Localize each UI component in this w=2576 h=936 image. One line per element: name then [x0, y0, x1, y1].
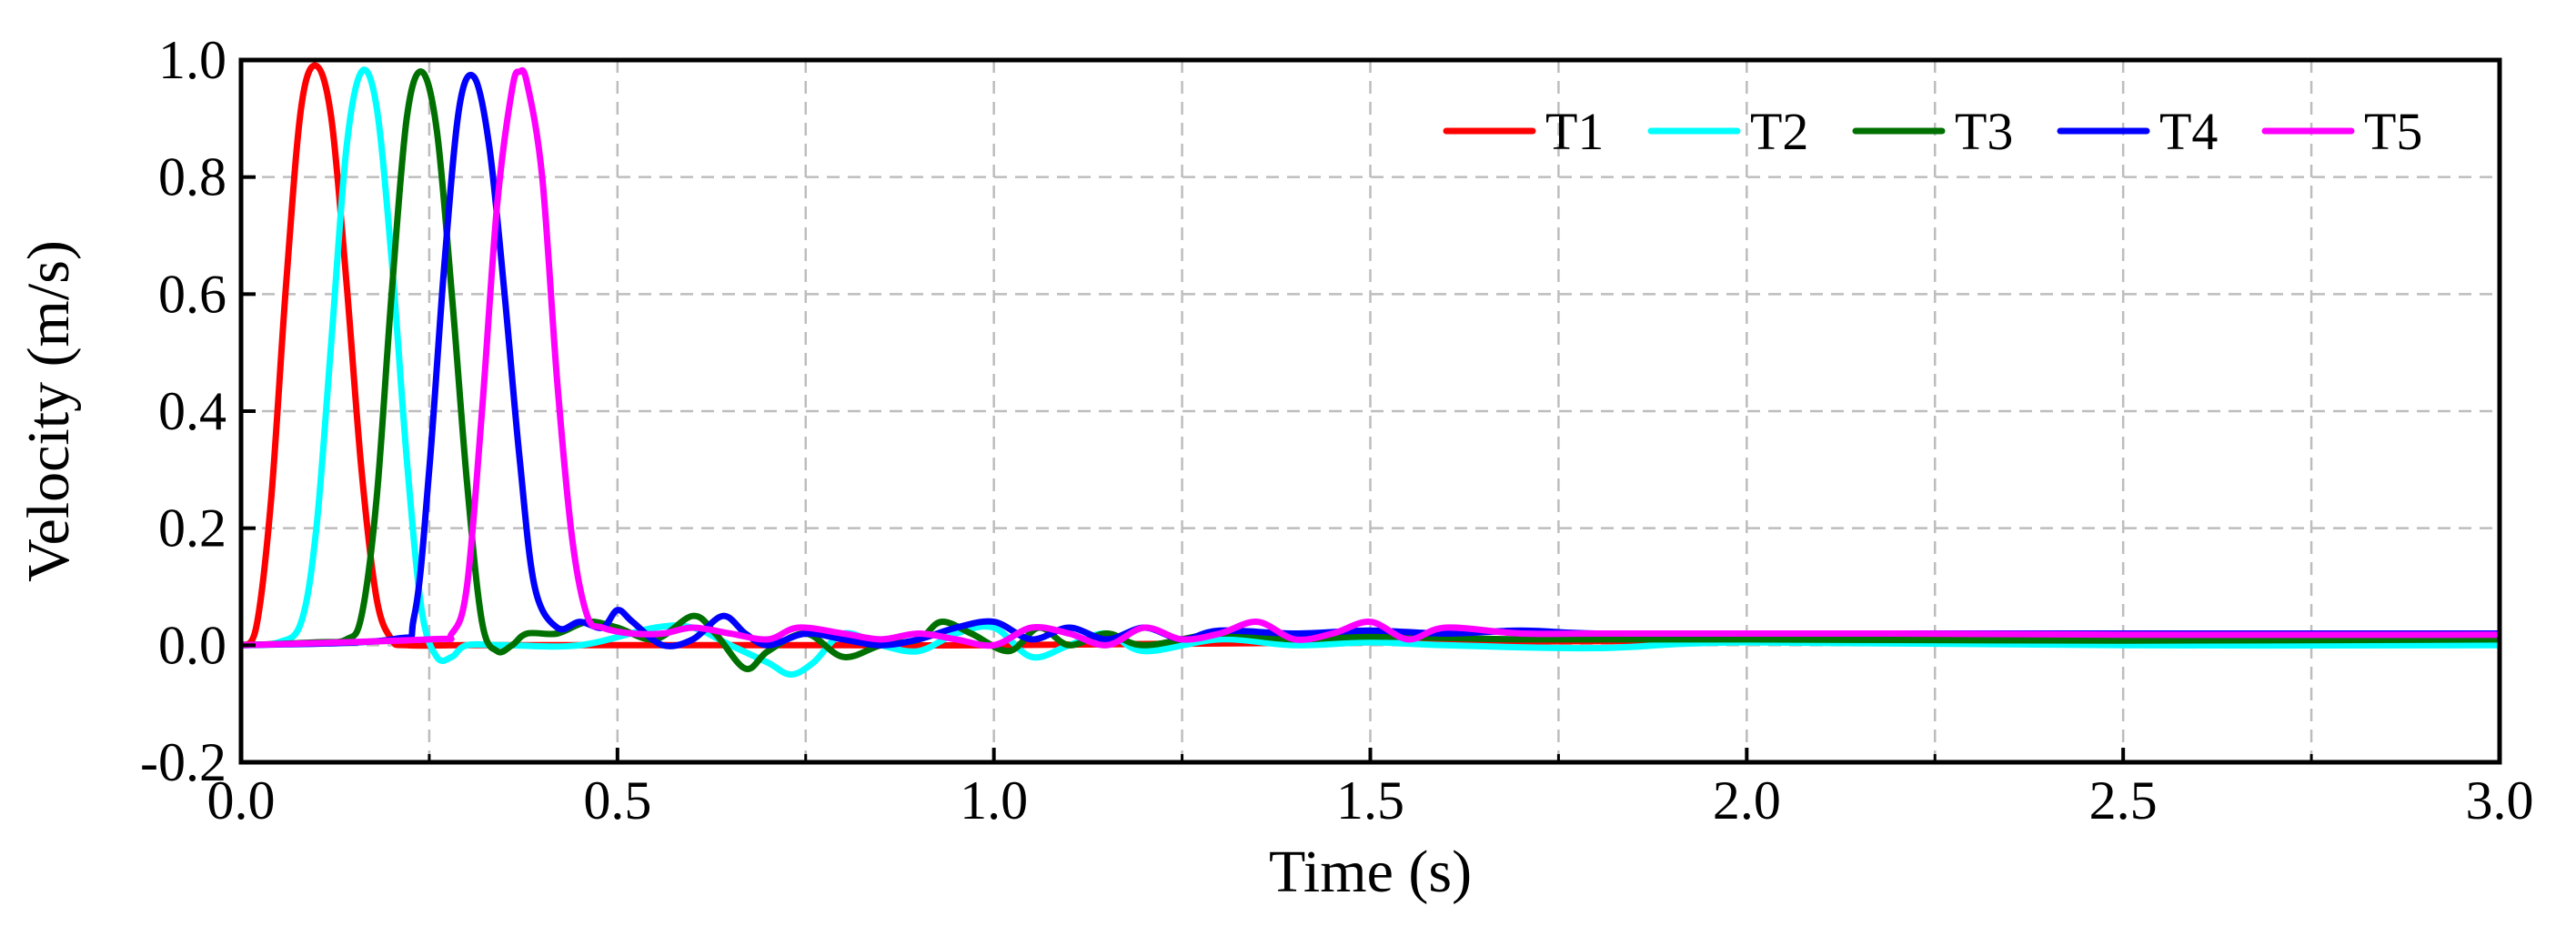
legend-entry-t5: T5: [2261, 102, 2422, 161]
x-tick-labels: 0.0 0.5 1.0 1.5 2.0 2.5 3.0: [207, 770, 2534, 830]
y-tick-label: 0.2: [158, 498, 226, 559]
x-axis-title: Time (s): [1269, 839, 1472, 905]
y-tick-label: 0.0: [158, 615, 226, 675]
y-tick-label: -0.2: [140, 732, 226, 792]
legend-entry-t2: T2: [1647, 102, 1808, 161]
x-tick-label: 2.0: [1713, 770, 1781, 830]
axis-ticks: [239, 58, 2501, 764]
legend-entry-t4: T4: [2057, 102, 2218, 161]
series-line-t2: [241, 66, 2500, 678]
x-tick-label: 3.0: [2466, 770, 2534, 830]
legend-label: T5: [2364, 102, 2422, 161]
x-tick-label: 0.5: [583, 770, 651, 830]
legend-label: T4: [2159, 102, 2218, 161]
y-axis-title: Velocity (m/s): [15, 240, 82, 582]
y-tick-label: 0.4: [158, 381, 226, 441]
x-tick-label: 1.5: [1336, 770, 1404, 830]
series-line-t5: [241, 66, 2500, 649]
y-tick-label: 0.6: [158, 264, 226, 324]
legend-entry-t3: T3: [1852, 102, 2013, 161]
x-tick-label: 1.0: [960, 770, 1028, 830]
legend-label: T2: [1750, 102, 1808, 161]
series-lines: [241, 62, 2500, 678]
legend: T1 T2 T3 T4 T5: [1443, 102, 2422, 161]
legend-label: T3: [1955, 102, 2013, 161]
x-tick-label: 2.5: [2089, 770, 2158, 830]
x-tick-label: 0.0: [207, 770, 276, 830]
legend-label: T1: [1545, 102, 1604, 161]
series-line-t3: [241, 68, 2500, 672]
y-tick-labels: -0.2 0.0 0.2 0.4 0.6 0.8 1.0: [140, 30, 226, 792]
y-tick-label: 0.8: [158, 147, 226, 207]
legend-entry-t1: T1: [1443, 102, 1604, 161]
y-tick-label: 1.0: [158, 30, 226, 90]
grid-lines: [241, 60, 2500, 762]
